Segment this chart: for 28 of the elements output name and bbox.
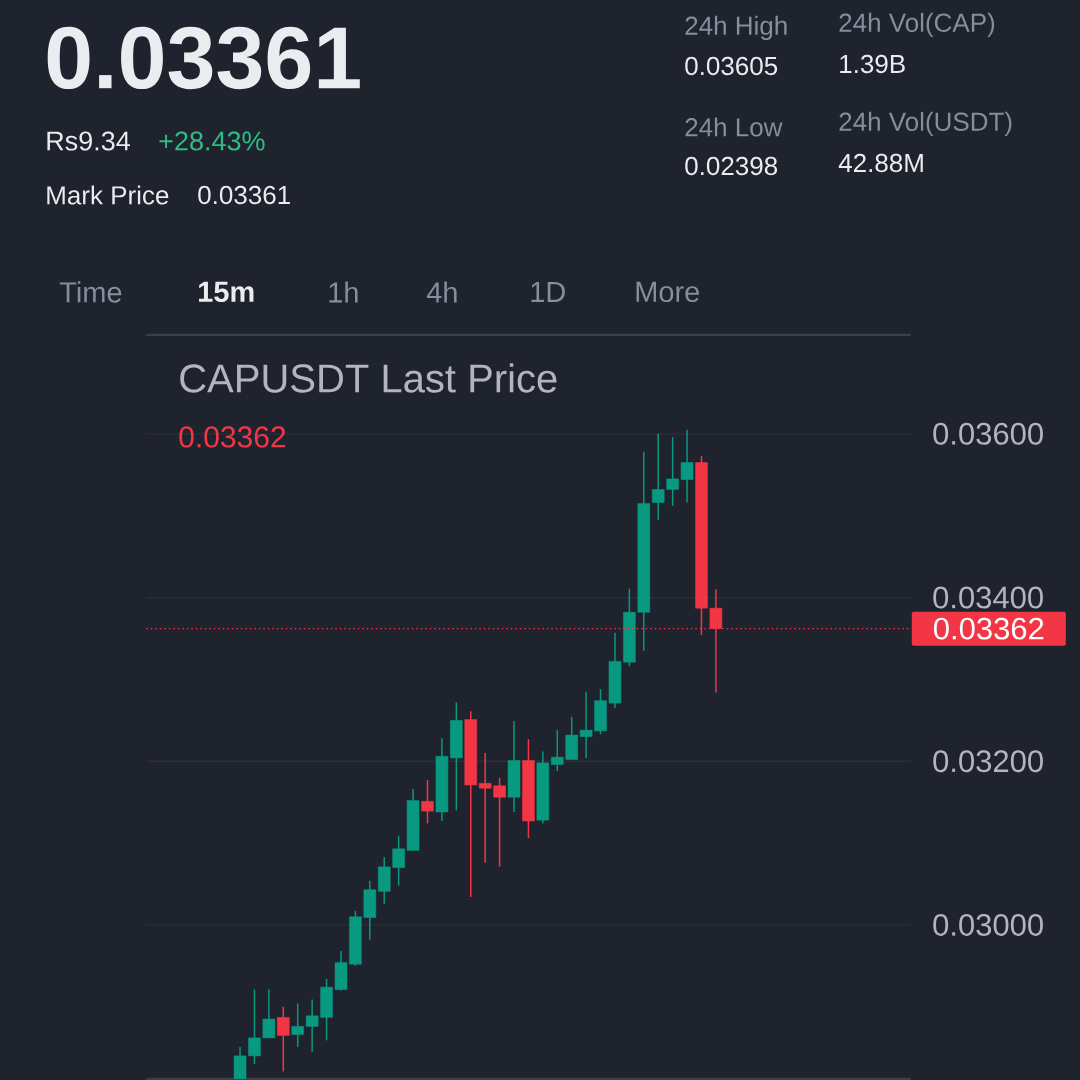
annotation: 0.03362: [179, 426, 286, 448]
text: Rs9.34: [47, 131, 130, 151]
text: 24h Low: [685, 117, 783, 137]
text: CAPUSDT Last Price: [180, 363, 557, 393]
y-tick-label: 0.03000: [933, 913, 1043, 936]
candlestick: [277, 1006, 290, 1073]
text: 0.03361: [198, 185, 290, 205]
text: 1D: [531, 282, 565, 302]
y-tick-label: 0.03200: [933, 750, 1043, 773]
y-tick-label: 0.03400: [933, 586, 1043, 609]
text: 0.02398: [685, 156, 778, 176]
text: 24h Vol(CAP): [839, 12, 995, 38]
text: 42.88M: [838, 153, 923, 173]
text: +28.43%: [159, 131, 265, 151]
text: 15m: [199, 281, 254, 303]
text: 24h High: [685, 15, 787, 41]
text: 0.03361: [47, 26, 360, 90]
text: 1.39B: [840, 54, 905, 74]
ref-line-label: 0.03362: [933, 617, 1044, 640]
text: Time: [59, 281, 122, 303]
text: 1h: [329, 281, 358, 303]
candlestick: [421, 779, 434, 825]
text: 4h: [426, 281, 457, 303]
text: Mark Price: [47, 185, 169, 205]
text: 24h Vol(USDT): [839, 111, 1012, 137]
y-tick-label: 0.03600: [933, 422, 1043, 445]
text: More: [636, 281, 699, 303]
text: 0.03605: [685, 56, 778, 76]
